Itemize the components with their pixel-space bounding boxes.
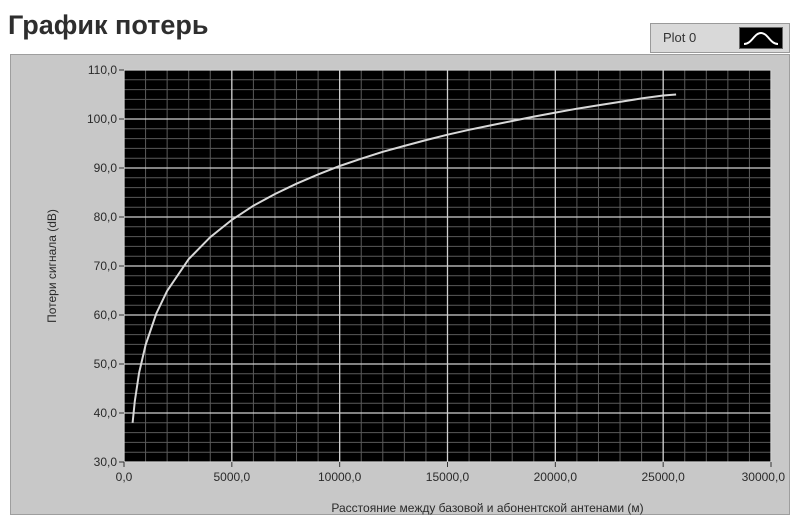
x-axis-label: Расстояние между базовой и абонентской а… [331, 501, 643, 515]
y-tick-label: 70,0 [94, 259, 118, 273]
y-tick-label: 60,0 [94, 308, 118, 322]
legend-label: Plot 0 [663, 30, 697, 45]
y-tick-label: 110,0 [88, 63, 117, 77]
y-tick-label: 90,0 [94, 161, 118, 175]
page-title: График потерь [8, 10, 209, 40]
y-axis-label: Потери сигнала (dB) [45, 209, 59, 323]
x-tick-label: 10000,0 [318, 470, 362, 484]
x-tick-label: 15000,0 [426, 470, 470, 484]
series-line-plot-0 [131, 93, 677, 423]
x-tick-label: 5000,0 [213, 470, 250, 484]
y-tick-label: 80,0 [94, 210, 118, 224]
y-tick-label: 30,0 [94, 455, 118, 469]
x-tick-label: 30000,0 [742, 470, 786, 484]
y-tick-label: 100,0 [87, 112, 117, 126]
x-tick-label: 20000,0 [534, 470, 578, 484]
y-tick-label: 40,0 [94, 406, 118, 420]
x-axis-ticks: 0,0 5000,0 10000,0 15000,0 20000,0 25000,0 300… [116, 462, 786, 484]
line-plot-icon[interactable] [739, 27, 783, 49]
plot-legend[interactable]: Plot 0 [650, 23, 790, 53]
x-tick-label: 25000,0 [641, 470, 685, 484]
y-axis-ticks: 30,0 40,0 50,0 60,0 70,0 80,0 90,0 100,0 110,0 [87, 63, 124, 469]
x-tick-label: 0,0 [116, 470, 133, 484]
y-tick-label: 50,0 [94, 357, 118, 371]
